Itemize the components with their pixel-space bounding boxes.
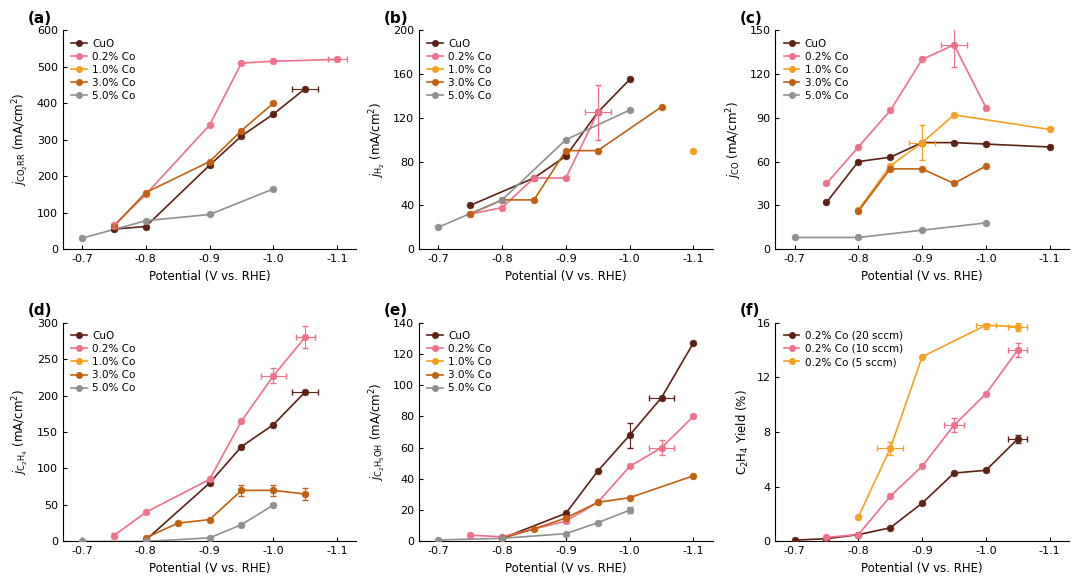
Y-axis label: $j_{\mathrm{CO}}$ (mA/cm$^2$): $j_{\mathrm{CO}}$ (mA/cm$^2$) [725, 101, 744, 179]
Y-axis label: C$_2$H$_4$ Yield (%): C$_2$H$_4$ Yield (%) [734, 389, 751, 475]
Text: (e): (e) [383, 303, 408, 318]
Y-axis label: $j_{\mathrm{H_2}}$ (mA/cm$^2$): $j_{\mathrm{H_2}}$ (mA/cm$^2$) [367, 101, 388, 178]
X-axis label: Potential (V vs. RHE): Potential (V vs. RHE) [149, 562, 270, 575]
Text: (b): (b) [383, 11, 408, 26]
Text: (a): (a) [28, 11, 52, 26]
Legend: CuO, 0.2% Co, 1.0% Co, 3.0% Co, 5.0% Co: CuO, 0.2% Co, 1.0% Co, 3.0% Co, 5.0% Co [424, 35, 495, 104]
Text: (d): (d) [28, 303, 52, 318]
Legend: CuO, 0.2% Co, 1.0% Co, 3.0% Co, 5.0% Co: CuO, 0.2% Co, 1.0% Co, 3.0% Co, 5.0% Co [781, 35, 851, 104]
X-axis label: Potential (V vs. RHE): Potential (V vs. RHE) [862, 270, 983, 282]
X-axis label: Potential (V vs. RHE): Potential (V vs. RHE) [505, 562, 626, 575]
Y-axis label: $j_{\mathrm{CO_2RR}}$ (mA/cm$^2$): $j_{\mathrm{CO_2RR}}$ (mA/cm$^2$) [11, 93, 31, 186]
Y-axis label: $j_{\mathrm{C_2H_4}}$ (mA/cm$^2$): $j_{\mathrm{C_2H_4}}$ (mA/cm$^2$) [11, 389, 31, 475]
Legend: 0.2% Co (20 sccm), 0.2% Co (10 sccm), 0.2% Co (5 sccm): 0.2% Co (20 sccm), 0.2% Co (10 sccm), 0.… [781, 328, 906, 370]
Y-axis label: $j_{\mathrm{C_2H_5OH}}$ (mA/cm$^2$): $j_{\mathrm{C_2H_5OH}}$ (mA/cm$^2$) [367, 383, 388, 481]
Text: (c): (c) [740, 11, 762, 26]
X-axis label: Potential (V vs. RHE): Potential (V vs. RHE) [149, 270, 270, 282]
X-axis label: Potential (V vs. RHE): Potential (V vs. RHE) [505, 270, 626, 282]
Legend: CuO, 0.2% Co, 1.0% Co, 3.0% Co, 5.0% Co: CuO, 0.2% Co, 1.0% Co, 3.0% Co, 5.0% Co [424, 328, 495, 397]
Text: (f): (f) [740, 303, 760, 318]
Legend: CuO, 0.2% Co, 1.0% Co, 3.0% Co, 5.0% Co: CuO, 0.2% Co, 1.0% Co, 3.0% Co, 5.0% Co [68, 328, 138, 397]
X-axis label: Potential (V vs. RHE): Potential (V vs. RHE) [862, 562, 983, 575]
Legend: CuO, 0.2% Co, 1.0% Co, 3.0% Co, 5.0% Co: CuO, 0.2% Co, 1.0% Co, 3.0% Co, 5.0% Co [68, 35, 138, 104]
